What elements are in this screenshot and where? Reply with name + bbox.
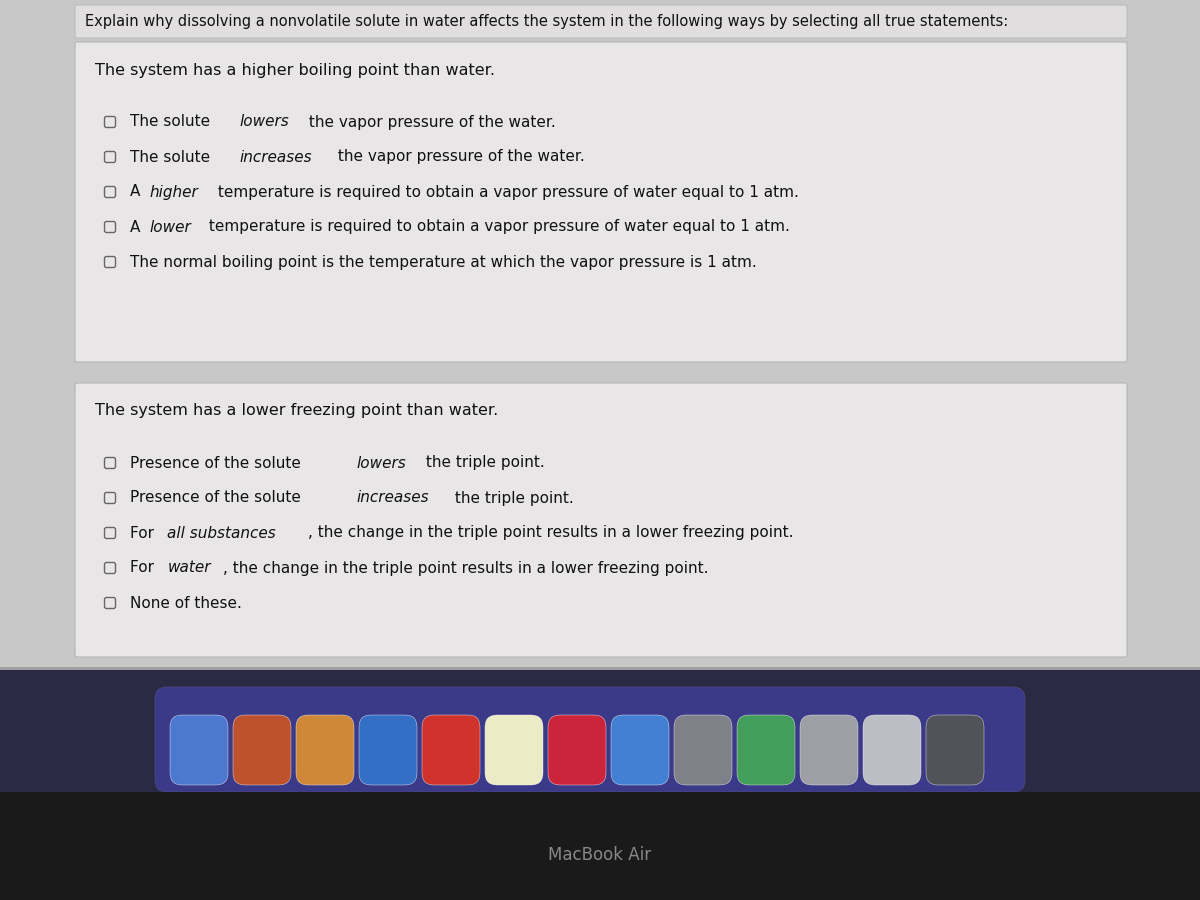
FancyBboxPatch shape — [863, 715, 922, 785]
Text: lowers: lowers — [356, 455, 407, 471]
Bar — [0, 792, 1200, 900]
Text: temperature is required to obtain a vapor pressure of water equal to 1 atm.: temperature is required to obtain a vapo… — [212, 184, 798, 200]
Text: The solute: The solute — [130, 114, 215, 130]
Text: Explain why dissolving a nonvolatile solute in water affects the system in the f: Explain why dissolving a nonvolatile sol… — [85, 14, 1008, 29]
Text: the vapor pressure of the water.: the vapor pressure of the water. — [334, 149, 586, 165]
Text: increases: increases — [240, 149, 312, 165]
FancyBboxPatch shape — [155, 687, 1025, 792]
Text: The system has a lower freezing point than water.: The system has a lower freezing point th… — [95, 403, 498, 418]
Bar — [0, 667, 1200, 672]
Text: water: water — [167, 561, 211, 575]
FancyBboxPatch shape — [548, 715, 606, 785]
FancyBboxPatch shape — [233, 715, 292, 785]
Text: the triple point.: the triple point. — [450, 491, 575, 506]
Text: The system has a higher boiling point than water.: The system has a higher boiling point th… — [95, 62, 496, 77]
Text: , the change in the triple point results in a lower freezing point.: , the change in the triple point results… — [223, 561, 709, 575]
FancyBboxPatch shape — [611, 715, 670, 785]
Text: all substances: all substances — [167, 526, 276, 541]
FancyBboxPatch shape — [674, 715, 732, 785]
Text: higher: higher — [150, 184, 198, 200]
FancyBboxPatch shape — [800, 715, 858, 785]
FancyBboxPatch shape — [485, 715, 542, 785]
FancyBboxPatch shape — [74, 42, 1127, 362]
Text: the vapor pressure of the water.: the vapor pressure of the water. — [304, 114, 556, 130]
FancyBboxPatch shape — [737, 715, 796, 785]
Bar — [0, 670, 1200, 800]
FancyBboxPatch shape — [74, 5, 1127, 38]
Text: The normal boiling point is the temperature at which the vapor pressure is 1 atm: The normal boiling point is the temperat… — [130, 255, 757, 269]
Text: , the change in the triple point results in a lower freezing point.: , the change in the triple point results… — [307, 526, 793, 541]
Text: MacBook Air: MacBook Air — [548, 846, 652, 864]
Text: For: For — [130, 526, 158, 541]
Text: The solute: The solute — [130, 149, 215, 165]
Text: lower: lower — [150, 220, 192, 235]
Text: None of these.: None of these. — [130, 596, 242, 610]
FancyBboxPatch shape — [359, 715, 418, 785]
Text: Presence of the solute: Presence of the solute — [130, 491, 306, 506]
Text: increases: increases — [356, 491, 430, 506]
Text: lowers: lowers — [240, 114, 289, 130]
FancyBboxPatch shape — [422, 715, 480, 785]
FancyBboxPatch shape — [296, 715, 354, 785]
Text: Presence of the solute: Presence of the solute — [130, 455, 306, 471]
FancyBboxPatch shape — [74, 383, 1127, 657]
Text: the triple point.: the triple point. — [421, 455, 545, 471]
FancyBboxPatch shape — [926, 715, 984, 785]
FancyBboxPatch shape — [170, 715, 228, 785]
Text: A: A — [130, 220, 145, 235]
Text: A: A — [130, 184, 145, 200]
Text: For: For — [130, 561, 158, 575]
Text: temperature is required to obtain a vapor pressure of water equal to 1 atm.: temperature is required to obtain a vapo… — [204, 220, 790, 235]
